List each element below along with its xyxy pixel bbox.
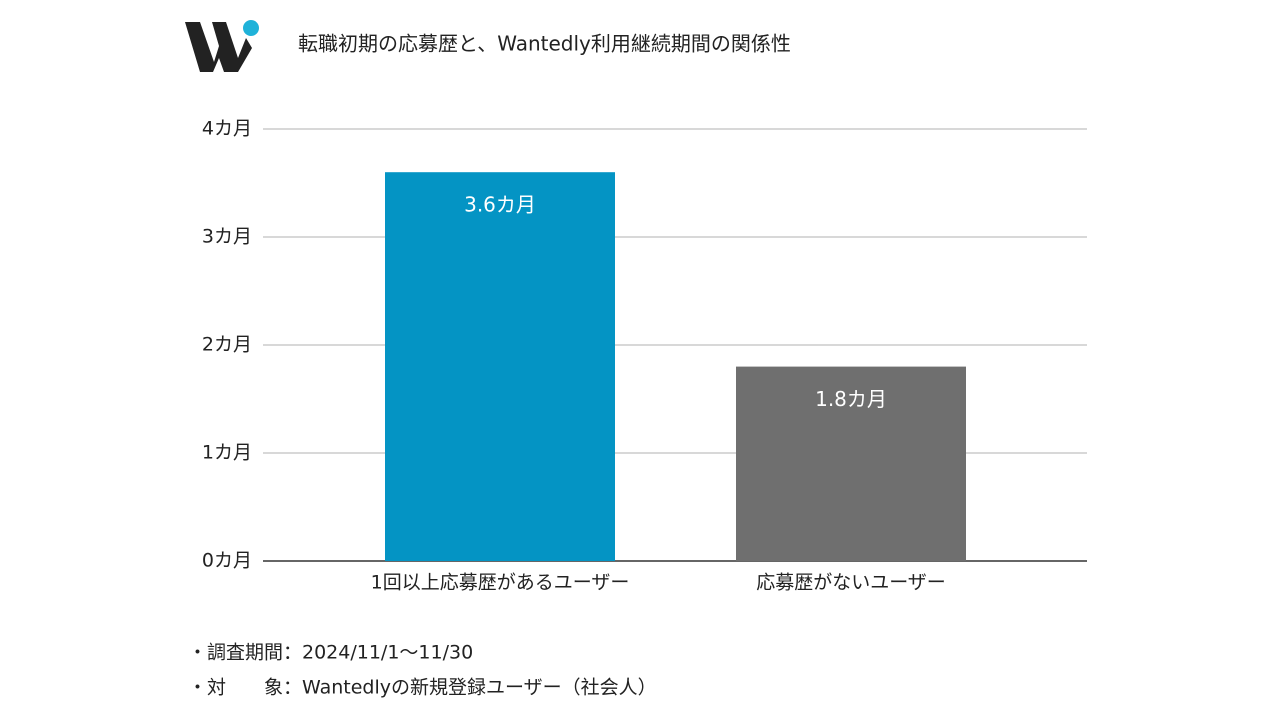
value-label: 3.6カ月 — [464, 193, 536, 217]
y-tick-label: 4カ月 — [202, 118, 252, 140]
logo — [185, 20, 259, 72]
bar — [736, 366, 966, 561]
footnote: ・対 象：Wantedlyの新規登録ユーザー（社会人） — [188, 677, 657, 699]
y-tick-label: 3カ月 — [202, 226, 252, 248]
value-label: 1.8カ月 — [815, 387, 887, 411]
y-tick-label: 2カ月 — [202, 334, 252, 356]
x-tick-label: 1回以上応募歴があるユーザー — [371, 572, 630, 594]
bar — [385, 172, 615, 561]
chart-title: 転職初期の応募歴と、Wantedly利用継続期間の関係性 — [298, 32, 791, 56]
footnote: ・調査期間：2024/11/1〜11/30 — [188, 642, 473, 664]
x-tick-label: 応募歴がないユーザー — [756, 572, 946, 594]
y-tick-label: 0カ月 — [202, 550, 252, 572]
y-tick-label: 1カ月 — [202, 442, 252, 464]
